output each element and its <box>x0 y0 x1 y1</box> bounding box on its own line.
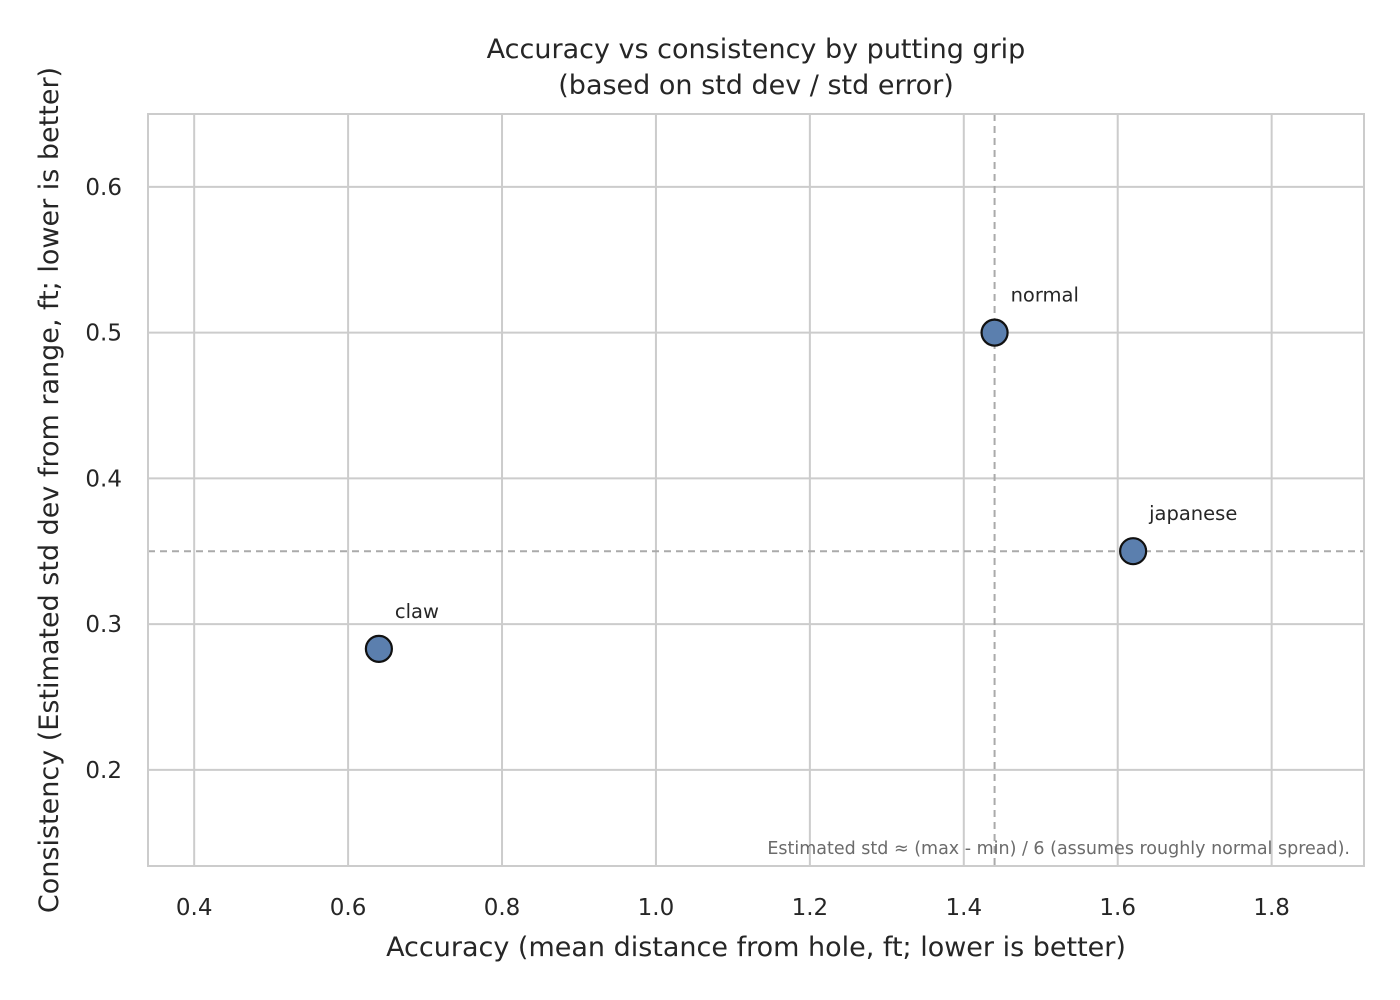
data-points: claw normal japanese <box>364 284 1237 663</box>
point-label-claw: claw <box>395 600 439 623</box>
y-axis-label: Consistency (Estimated std dev from rang… <box>34 67 65 913</box>
data-point-normal <box>980 318 1009 347</box>
x-tick-label: 1.2 <box>792 895 829 921</box>
x-tick-label: 1.4 <box>946 895 983 921</box>
x-tick-label: 1.8 <box>1253 895 1290 921</box>
y-tick-label: 0.2 <box>85 758 122 784</box>
y-tick-label: 0.5 <box>85 321 122 347</box>
x-axis-label: Accuracy (mean distance from hole, ft; l… <box>386 932 1126 963</box>
x-tick-label: 1.0 <box>638 895 675 921</box>
point-label-normal: normal <box>1011 284 1079 307</box>
grid-lines <box>148 114 1364 866</box>
y-tick-label: 0.6 <box>85 175 122 201</box>
x-tick-labels: 0.4 0.6 0.8 1.0 1.2 1.4 1.6 1.8 <box>176 895 1290 921</box>
plot-area-frame <box>147 113 1365 867</box>
reference-lines <box>148 114 1364 866</box>
x-tick-label: 0.4 <box>176 895 213 921</box>
y-tick-label: 0.3 <box>85 612 122 638</box>
x-tick-label: 1.6 <box>1099 895 1136 921</box>
data-point-japanese <box>1119 537 1148 566</box>
chart-title: Accuracy vs consistency by putting grip <box>487 34 1026 65</box>
y-tick-label: 0.4 <box>85 466 122 492</box>
x-tick-label: 0.6 <box>330 895 367 921</box>
data-point-claw <box>364 634 393 663</box>
x-tick-label: 0.8 <box>484 895 521 921</box>
y-tick-labels: 0.2 0.3 0.4 0.5 0.6 <box>85 175 122 784</box>
chart-subtitle: (based on std dev / std error) <box>558 70 953 101</box>
footnote-annotation: Estimated std ≈ (max - min) / 6 (assumes… <box>767 839 1350 859</box>
point-label-japanese: japanese <box>1148 502 1237 525</box>
